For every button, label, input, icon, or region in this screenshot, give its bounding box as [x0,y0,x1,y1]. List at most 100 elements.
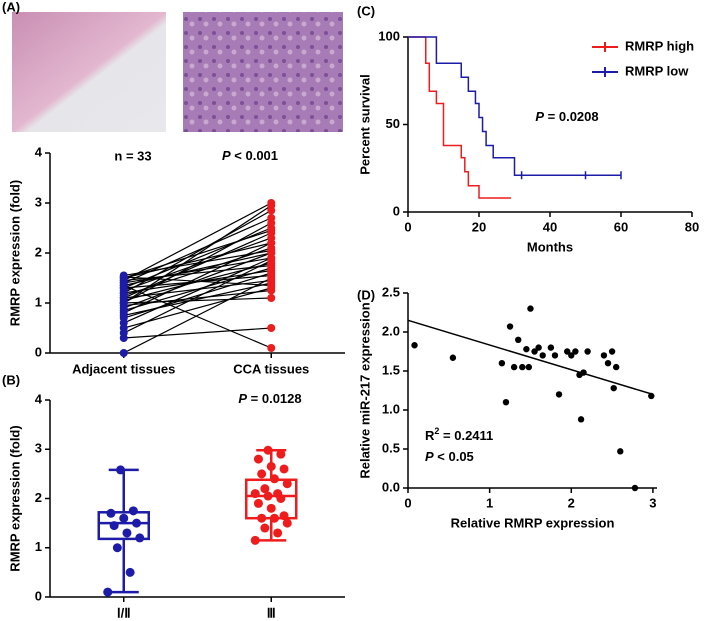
data-point [260,523,270,533]
data-point [103,587,113,597]
pair-line [123,284,272,349]
data-point [604,360,612,367]
annotation-text: = 0.0128 [247,391,302,406]
data-point [267,226,276,235]
data-point [253,454,263,464]
pair-line [123,297,272,304]
x-tick-label: 20 [472,219,486,234]
y-tick-label: 100 [378,28,400,43]
x-tick-label: 0 [404,495,411,510]
data-point [122,528,132,538]
pair-line [123,204,272,304]
pair-line [123,247,272,297]
data-point [631,484,639,492]
annotation: P = 0.0208 [535,109,598,124]
pair-line [123,327,272,339]
annotation-symbol: P [222,148,231,163]
annotation-text: = 0.2411 [439,428,493,443]
data-point [600,352,608,359]
data-point [555,391,563,398]
annotation: R2 = 0.2411 [425,426,493,443]
data-point [535,344,542,351]
data-point [250,535,260,545]
pair-line [123,202,272,282]
annotation-symbol: P [425,449,434,464]
data-point [279,464,289,474]
data-point [112,543,122,553]
data-point [449,354,457,361]
legend-label: RMRP high [625,38,694,53]
annotation-superscript: 2 [434,426,439,436]
y-tick-label: 4 [35,144,43,159]
y-tick-label: 4 [35,391,43,406]
data-point [266,461,276,471]
data-point [525,363,533,371]
data-point [119,271,128,280]
y-tick-label: 0 [35,588,42,603]
data-point [267,344,276,352]
panel-label: (B) [2,372,20,387]
annotation: P = 0.0128 [238,391,301,406]
annotation: P < 0.05 [425,449,474,464]
y-tick-label: 3 [35,441,42,456]
data-point [269,474,279,484]
data-point [610,384,617,392]
annotation-symbol: P [238,391,247,406]
data-point [273,489,283,499]
histology-image-cca [183,12,343,132]
pair-line [123,276,272,287]
x-axis-label: Months [527,239,573,254]
y-tick-label: 2.0 [382,323,400,338]
x-tick-label: 60 [614,219,628,234]
data-point [267,281,276,290]
data-point [282,518,292,528]
data-point [119,513,129,523]
histology-image-adjacent [12,12,166,132]
data-point [128,506,138,516]
annotation: P < 0.001 [222,148,278,163]
panel-label: (A) [2,0,20,14]
y-tick-label: 3 [35,194,42,209]
data-point [266,503,276,513]
data-point [411,342,418,349]
pair-line [123,249,272,277]
data-point [510,363,518,371]
data-point [551,352,559,359]
data-point [263,491,273,501]
data-point [135,533,145,543]
data-point [260,484,270,494]
data-point [253,498,263,508]
y-tick-label: 0.0 [382,479,400,494]
x-tick-label: Ⅲ [267,605,276,620]
annotation: n = 33 [114,148,151,163]
pair-line [123,259,272,334]
annotation-text: R [425,428,435,443]
data-point [267,294,276,302]
data-point [273,528,283,538]
data-point [572,348,579,355]
data-point [250,489,260,499]
data-point [519,363,526,371]
data-point [608,348,616,355]
data-point [506,323,514,330]
y-tick-label: 0.5 [382,440,400,455]
data-point [109,521,119,531]
pair-line [123,282,272,317]
data-point [648,392,655,400]
x-tick-label: Adjacent tissues [72,361,175,376]
y-tick-label: 2 [35,244,42,259]
data-point [106,508,116,518]
data-point [617,448,624,455]
annotation-symbol: P [535,109,544,124]
y-tick-label: 2 [35,490,42,505]
y-tick-label: 1 [35,294,42,309]
x-tick-label: Ⅰ/Ⅱ [117,605,131,620]
legend-label: RMRP low [625,63,689,78]
data-point [269,513,279,523]
regression-line [407,319,654,396]
data-point [267,271,276,280]
data-point [267,324,276,332]
x-tick-label: 2 [568,495,575,510]
y-tick-label: 1.5 [382,362,400,377]
